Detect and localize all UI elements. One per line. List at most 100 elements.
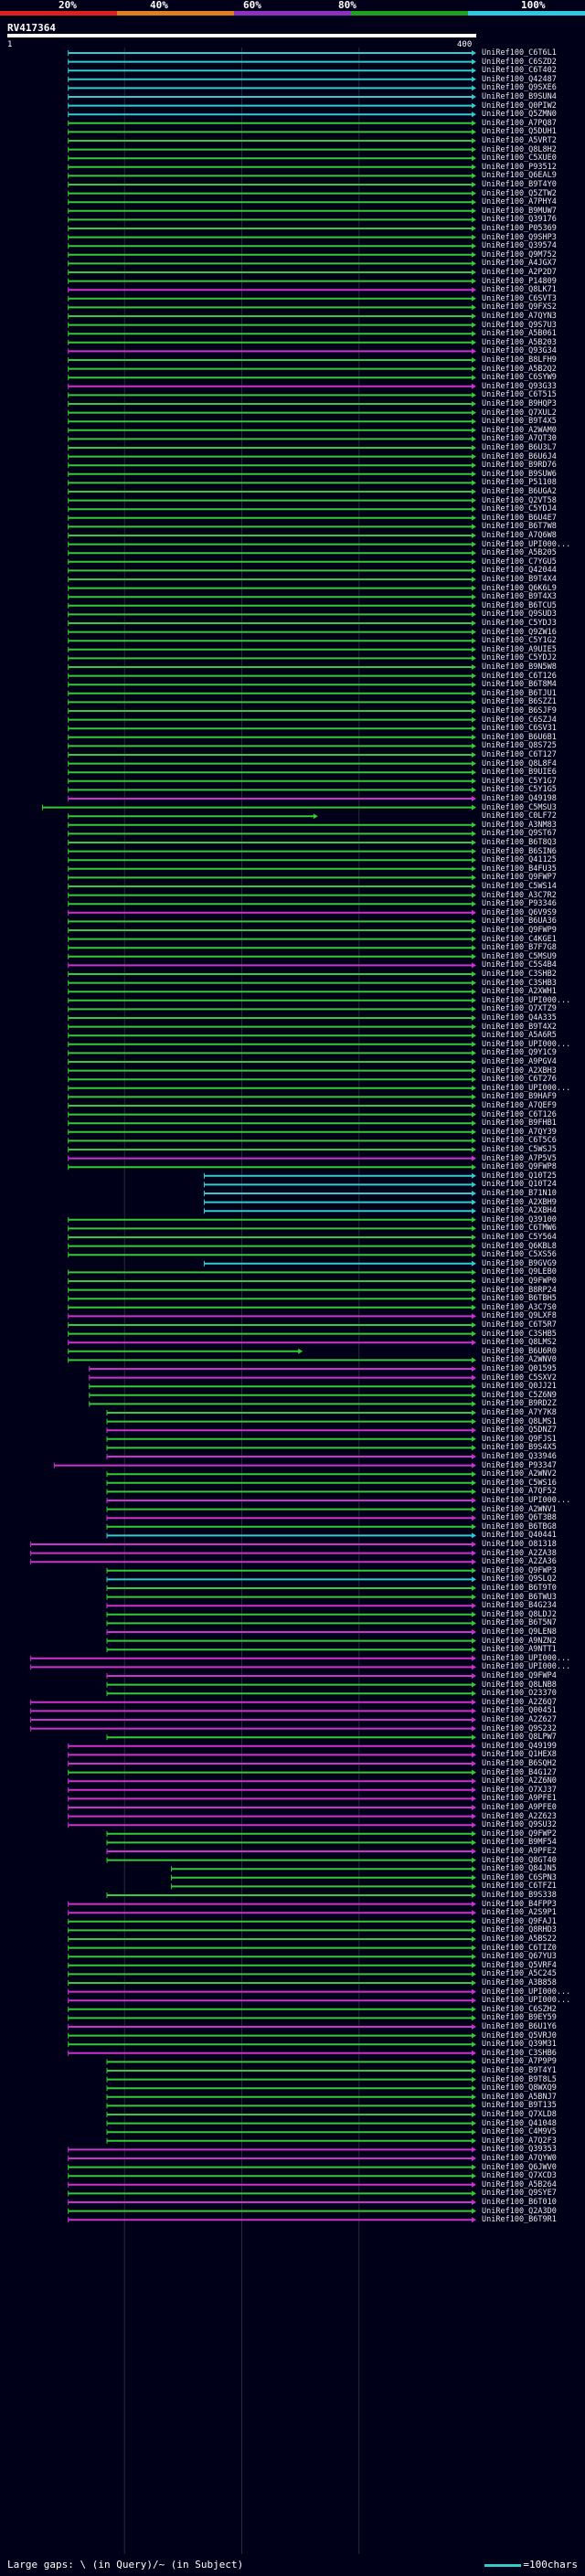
- hit-label[interactable]: UniRef100_B9MF54: [482, 1838, 557, 1848]
- hit-label[interactable]: UniRef100_Q9M752: [482, 249, 557, 260]
- hit-label[interactable]: UniRef100_B9HQP3: [482, 399, 557, 408]
- hit-label[interactable]: UniRef100_C5WS14: [482, 882, 557, 891]
- hit-label[interactable]: UniRef100_B4FU35: [482, 864, 557, 874]
- hit-label[interactable]: UniRef100_A2Z6N0: [482, 1776, 557, 1786]
- hit-label[interactable]: UniRef100_A2Z627: [482, 1715, 557, 1724]
- hit-label[interactable]: UniRef100_C6SYW9: [482, 373, 557, 383]
- hit-label[interactable]: UniRef100_C6SZD2: [482, 57, 557, 67]
- hit-label[interactable]: UniRef100_B6TCU5: [482, 600, 557, 610]
- hit-label[interactable]: UniRef100_C5XUE0: [482, 154, 557, 164]
- hit-label[interactable]: UniRef100_A5B205: [482, 548, 557, 558]
- hit-label[interactable]: UniRef100_A2P2D7: [482, 268, 557, 277]
- hit-label[interactable]: UniRef100_B6T5N7: [482, 1618, 557, 1628]
- hit-label[interactable]: UniRef100_B9T4X5: [482, 417, 557, 427]
- hit-label[interactable]: UniRef100_Q9S232: [482, 1723, 557, 1733]
- hit-label[interactable]: UniRef100_Q10T25: [482, 1171, 557, 1181]
- hit-label[interactable]: UniRef100_Q0JJ21: [482, 1382, 557, 1392]
- hit-label[interactable]: UniRef100_B6T8Q3: [482, 838, 557, 847]
- hit-label[interactable]: UniRef100_B6T9T0: [482, 1584, 557, 1593]
- hit-label[interactable]: UniRef100_B9S338: [482, 1891, 557, 1900]
- hit-label[interactable]: UniRef100_B6TBG8: [482, 1521, 557, 1532]
- hit-label[interactable]: UniRef100_A2S9P1: [482, 1908, 557, 1918]
- hit-label[interactable]: UniRef100_C6SVT3: [482, 293, 557, 303]
- hit-label[interactable]: UniRef100_Q67YU3: [482, 1952, 557, 1962]
- hit-label[interactable]: UniRef100_B9GVG9: [482, 1258, 557, 1268]
- hit-label[interactable]: UniRef100_A5VRT2: [482, 136, 557, 145]
- hit-label[interactable]: UniRef100_UPI000...: [482, 1496, 571, 1505]
- hit-label[interactable]: UniRef100_Q8L8H2: [482, 144, 557, 154]
- hit-label[interactable]: UniRef100_A5BS22: [482, 1935, 557, 1944]
- hit-label[interactable]: UniRef100_B9T4X2: [482, 1022, 557, 1032]
- hit-label[interactable]: UniRef100_B9T4Y1: [482, 2066, 557, 2075]
- hit-label[interactable]: UniRef100_A2XBH3: [482, 1065, 557, 1076]
- hit-label[interactable]: UniRef100_Q5ZMN0: [482, 110, 557, 120]
- hit-label[interactable]: UniRef100_Q5DNZ7: [482, 1426, 557, 1436]
- hit-label[interactable]: UniRef100_Q6EAL9: [482, 171, 557, 181]
- hit-label[interactable]: UniRef100_B9FHB1: [482, 1118, 557, 1129]
- hit-label[interactable]: UniRef100_B9EY59: [482, 2013, 557, 2023]
- hit-label[interactable]: UniRef100_Q9SHP3: [482, 232, 557, 242]
- hit-label[interactable]: UniRef100_Q41048: [482, 2118, 557, 2128]
- hit-label[interactable]: UniRef100_B9HAF9: [482, 1092, 557, 1102]
- hit-label[interactable]: UniRef100_C5YDJ4: [482, 504, 557, 514]
- hit-label[interactable]: UniRef100_C5MSU3: [482, 802, 557, 812]
- hit-label[interactable]: UniRef100_Q2VT58: [482, 495, 557, 505]
- hit-label[interactable]: UniRef100_Q9LXF8: [482, 1311, 557, 1321]
- hit-label[interactable]: UniRef100_Q41125: [482, 855, 557, 865]
- hit-label[interactable]: UniRef100_A9PFE2: [482, 1847, 557, 1856]
- hit-label[interactable]: UniRef100_A2ZA38: [482, 1548, 557, 1558]
- hit-label[interactable]: UniRef100_P93346: [482, 899, 557, 909]
- hit-label[interactable]: UniRef100_C6T5R7: [482, 1320, 557, 1330]
- hit-label[interactable]: UniRef100_A5BNJ7: [482, 2092, 557, 2102]
- hit-label[interactable]: UniRef100_C0LF72: [482, 811, 557, 822]
- hit-label[interactable]: UniRef100_A3NM83: [482, 820, 557, 830]
- hit-label[interactable]: UniRef100_A7QYW0: [482, 2154, 557, 2163]
- hit-label[interactable]: UniRef100_C3SHB5: [482, 1329, 557, 1339]
- hit-label[interactable]: UniRef100_C5MSU9: [482, 951, 557, 961]
- hit-label[interactable]: UniRef100_C5YDJ2: [482, 653, 557, 663]
- hit-label[interactable]: UniRef100_Q01595: [482, 1364, 557, 1373]
- hit-label[interactable]: UniRef100_A3B858: [482, 1978, 557, 1988]
- hit-label[interactable]: UniRef100_A7QEF9: [482, 1101, 557, 1110]
- hit-label[interactable]: UniRef100_A2XBH9: [482, 1197, 557, 1207]
- hit-label[interactable]: UniRef100_Q8LNB8: [482, 1680, 557, 1690]
- hit-label[interactable]: UniRef100_B9MUW7: [482, 206, 557, 216]
- hit-label[interactable]: UniRef100_C4M9V5: [482, 2127, 557, 2137]
- hit-label[interactable]: UniRef100_Q49198: [482, 794, 557, 803]
- hit-label[interactable]: UniRef100_B6T7W8: [482, 522, 557, 532]
- hit-label[interactable]: UniRef100_O81318: [482, 1540, 557, 1549]
- hit-label[interactable]: UniRef100_Q9SLQ2: [482, 1574, 557, 1585]
- hit-label[interactable]: UniRef100_Q6KBL8: [482, 1241, 557, 1251]
- hit-label[interactable]: UniRef100_A2WAM0: [482, 425, 557, 435]
- hit-label[interactable]: UniRef100_Q9FWP2: [482, 1829, 557, 1839]
- hit-label[interactable]: UniRef100_A7QT30: [482, 434, 557, 444]
- hit-label[interactable]: UniRef100_Q49199: [482, 1741, 557, 1751]
- hit-label[interactable]: UniRef100_C4KGE1: [482, 934, 557, 944]
- hit-label[interactable]: UniRef100_B6U3L7: [482, 443, 557, 452]
- hit-label[interactable]: UniRef100_B9T4X4: [482, 575, 557, 584]
- hit-label[interactable]: UniRef100_Q4A335: [482, 1013, 557, 1023]
- hit-label[interactable]: UniRef100_A5A6R5: [482, 1031, 557, 1041]
- hit-label[interactable]: UniRef100_B6U6R0: [482, 1346, 557, 1356]
- hit-label[interactable]: UniRef100_Q9LEN8: [482, 1627, 557, 1637]
- hit-label[interactable]: UniRef100_Q42487: [482, 74, 557, 84]
- hit-label[interactable]: UniRef100_Q7XCD3: [482, 2171, 557, 2181]
- hit-label[interactable]: UniRef100_Q9ST67: [482, 829, 557, 839]
- hit-label[interactable]: UniRef100_Q93G34: [482, 346, 557, 356]
- hit-label[interactable]: UniRef100_C5Y1G2: [482, 636, 557, 646]
- hit-label[interactable]: UniRef100_Q6V9S9: [482, 907, 557, 917]
- hit-label[interactable]: UniRef100_Q2A3D0: [482, 2206, 557, 2216]
- hit-label[interactable]: UniRef100_C6T515: [482, 390, 557, 400]
- hit-label[interactable]: UniRef100_A5B264: [482, 2179, 557, 2189]
- hit-label[interactable]: UniRef100_P14809: [482, 276, 557, 286]
- hit-label[interactable]: UniRef100_Q9FAJ1: [482, 1916, 557, 1926]
- hit-label[interactable]: UniRef100_C6TMW6: [482, 1224, 557, 1234]
- hit-label[interactable]: UniRef100_P51108: [482, 478, 557, 488]
- hit-label[interactable]: UniRef100_A2ZA36: [482, 1557, 557, 1567]
- hit-label[interactable]: UniRef100_C6T5C6: [482, 1136, 557, 1146]
- hit-label[interactable]: UniRef100_C6SZH2: [482, 2004, 557, 2014]
- hit-label[interactable]: UniRef100_B6SJF9: [482, 706, 557, 716]
- hit-label[interactable]: UniRef100_B4G127: [482, 1767, 557, 1777]
- hit-label[interactable]: UniRef100_Q8L8F4: [482, 758, 557, 769]
- hit-label[interactable]: UniRef100_A2Z623: [482, 1811, 557, 1821]
